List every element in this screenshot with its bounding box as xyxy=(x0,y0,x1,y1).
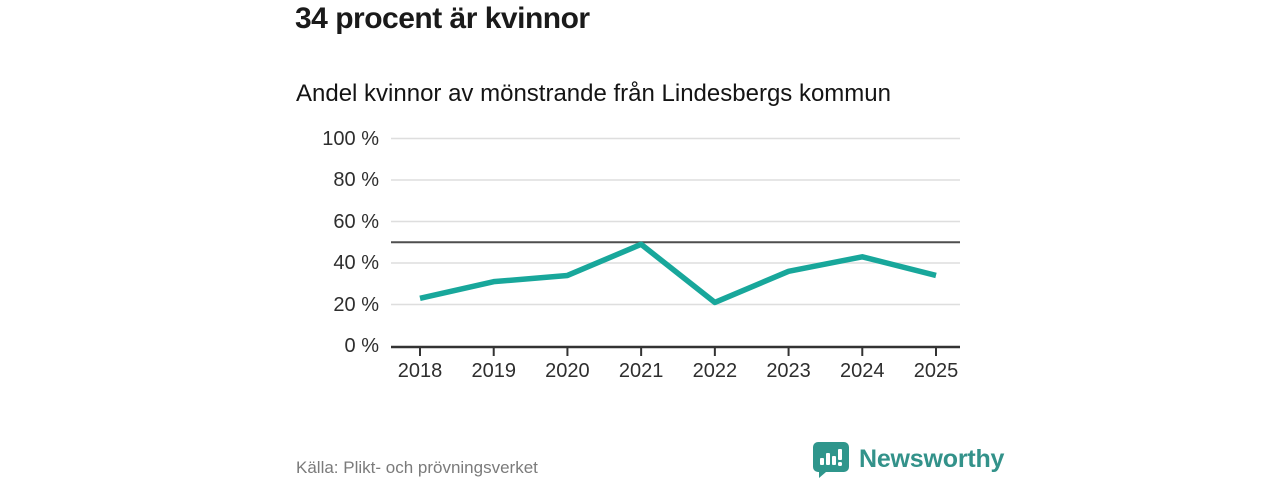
y-tick-label: 20 % xyxy=(333,293,379,316)
y-tick-label: 60 % xyxy=(333,210,379,233)
newsworthy-logo: Newsworthy xyxy=(812,441,1004,478)
newsworthy-chart-bubble-icon xyxy=(813,442,849,478)
x-tick-label: 2018 xyxy=(397,360,443,382)
source-attribution: Källa: Plikt- och prövningsverket xyxy=(296,458,538,477)
x-tick-label: 2020 xyxy=(545,360,590,382)
x-tick-label: 2023 xyxy=(766,360,811,382)
y-tick-label: 0 % xyxy=(344,335,379,357)
y-tick-label: 40 % xyxy=(333,252,379,274)
x-tick-label: 2019 xyxy=(471,360,516,382)
x-tick-label: 2024 xyxy=(840,360,885,382)
brand-name: Newsworthy xyxy=(859,445,1005,473)
data-line xyxy=(419,241,937,306)
y-tick-label: 80 % xyxy=(333,169,379,191)
y-tick-label: 100 % xyxy=(322,127,379,150)
x-tick-label: 2022 xyxy=(692,360,738,382)
chart-title: 34 procent är kvinnor xyxy=(295,2,590,35)
chart-subtitle: Andel kvinnor av mönstrande från Lindesb… xyxy=(296,80,891,107)
x-tick-label: 2025 xyxy=(913,360,959,382)
x-tick-label: 2021 xyxy=(618,360,664,382)
